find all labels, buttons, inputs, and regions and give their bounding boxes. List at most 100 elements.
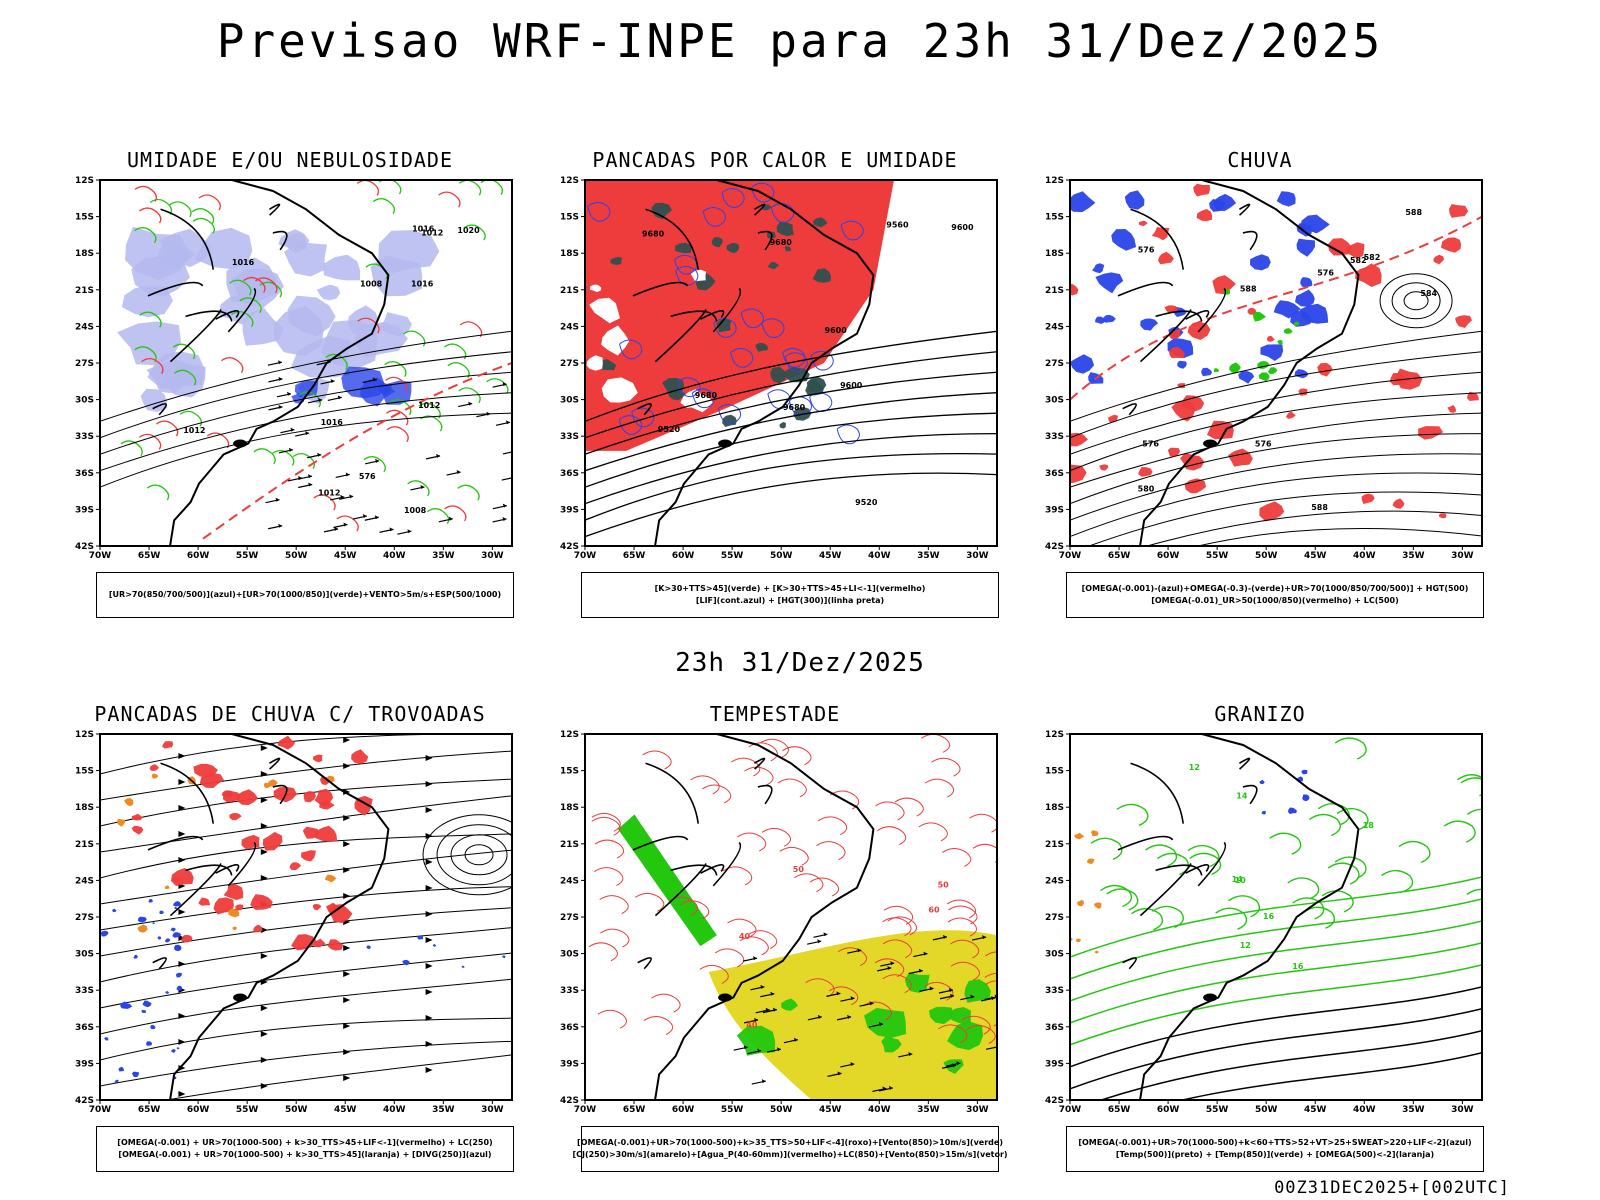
- field-patch: [1260, 344, 1284, 361]
- legend-line: [OMEGA(-0.01)_UR>50(1000/850)(vermelho) …: [1151, 596, 1399, 605]
- wind-head: [278, 404, 283, 409]
- field-patch: [250, 894, 273, 910]
- contour-label: 584: [1420, 289, 1437, 298]
- field-patch: [1276, 191, 1296, 207]
- wind-head: [772, 1007, 777, 1012]
- contour-label: 576: [1255, 440, 1272, 449]
- water-contour: [759, 738, 789, 758]
- wind-head: [372, 377, 377, 382]
- water-contour: [828, 986, 859, 1006]
- lat-label: 18S: [1045, 803, 1064, 813]
- legend-line: [K>30+TTS>45](verde) + [K>30+TTS>45+LI<-…: [654, 584, 926, 593]
- field-patch: [1361, 493, 1375, 504]
- lat-label: 21S: [560, 840, 579, 850]
- wind-head: [277, 360, 282, 365]
- field-patch: [1266, 336, 1275, 342]
- water-contour: [701, 784, 732, 804]
- field-patch: [313, 754, 323, 763]
- field-patch: [1449, 204, 1469, 218]
- field-patch: [948, 1007, 971, 1025]
- lat-label: 21S: [75, 286, 94, 296]
- lon-label: 70W: [574, 551, 597, 561]
- lat-label: 33S: [560, 432, 579, 442]
- lat-label: 27S: [560, 913, 579, 923]
- field-patch: [123, 798, 134, 807]
- field-patch: [1298, 388, 1308, 396]
- map-layer: 18 16 14 12 10 16 14 12: [1070, 734, 1482, 1100]
- streamline-arrow: [343, 1075, 351, 1081]
- temperature-line: [1070, 942, 1482, 1024]
- wind-head: [948, 988, 953, 993]
- temp850-contour: [1308, 813, 1341, 837]
- field-patch: [770, 366, 788, 384]
- field-patch: [131, 813, 143, 821]
- border-line: [670, 310, 718, 322]
- field-patch: [159, 910, 164, 914]
- lagoon: [233, 993, 248, 1002]
- field-patch: [1090, 830, 1099, 837]
- field-patch: [157, 242, 195, 269]
- contour-label: 50: [793, 865, 805, 874]
- wind-head: [837, 1071, 842, 1076]
- water-contour: [668, 896, 698, 916]
- field-patch: [277, 735, 296, 750]
- moisture-contour: [172, 343, 196, 360]
- temperature-line: [1099, 1029, 1482, 1100]
- field-patch: [1440, 237, 1462, 253]
- border-line: [268, 757, 281, 770]
- wind-head: [817, 939, 822, 944]
- isoline: [1070, 412, 1482, 488]
- water-contour: [642, 750, 672, 770]
- water-contour: [874, 958, 905, 978]
- lon-label: 35W: [1402, 551, 1425, 561]
- water-contour: [948, 905, 978, 925]
- contour-label: 1012: [418, 401, 440, 410]
- contour-label: 1008: [360, 279, 383, 288]
- moisture-contour: [363, 456, 386, 473]
- streamline-arrow: [343, 945, 351, 951]
- field-patch: [726, 242, 740, 254]
- field-patch: [1301, 769, 1308, 775]
- water-contour: [588, 942, 618, 962]
- lat-label: 21S: [75, 840, 94, 850]
- lon-label: 65W: [138, 1105, 161, 1115]
- legend-line: [CJ(250)>30m/s](amarelo)+[Agua_P(40-60mm…: [572, 1150, 1008, 1159]
- border-line: [1122, 957, 1137, 970]
- border-line: [272, 784, 288, 805]
- water-contour: [996, 775, 997, 777]
- wind-head: [760, 984, 765, 989]
- field-patch: [1253, 311, 1266, 322]
- field-patch: [1093, 902, 1102, 909]
- coastline: [1070, 734, 1360, 1100]
- temp850-contour: [1457, 774, 1482, 797]
- border-line: [637, 957, 652, 970]
- field-patch: [736, 1025, 776, 1056]
- moisture-contour: [313, 494, 336, 511]
- moisture-contour: [231, 310, 254, 328]
- contour-label: 40: [746, 1020, 758, 1029]
- lat-label: 33S: [1045, 986, 1064, 996]
- water-contour: [984, 980, 997, 986]
- moisture-contour: [386, 409, 409, 426]
- lon-label: 55W: [1206, 551, 1229, 561]
- moisture-contour: [486, 378, 509, 395]
- coastline: [585, 180, 875, 546]
- contour-label: 1016: [232, 258, 255, 267]
- field-patch: [1259, 501, 1285, 522]
- lat-label: 15S: [560, 213, 579, 223]
- water-contour: [882, 974, 912, 994]
- moisture-contour: [120, 440, 143, 457]
- border-line: [185, 864, 233, 876]
- moisture-contour: [407, 480, 430, 497]
- field-patch: [151, 773, 159, 779]
- field-patch: [1094, 950, 1099, 954]
- field-patch: [1259, 779, 1265, 785]
- streamline-arrow: [343, 789, 351, 795]
- water-contour: [883, 905, 914, 925]
- water-contour: [946, 899, 977, 919]
- lat-label: 21S: [1045, 840, 1064, 850]
- lat-label: 42S: [560, 542, 579, 552]
- field-patch: [1177, 360, 1187, 369]
- water-contour: [938, 1024, 968, 1044]
